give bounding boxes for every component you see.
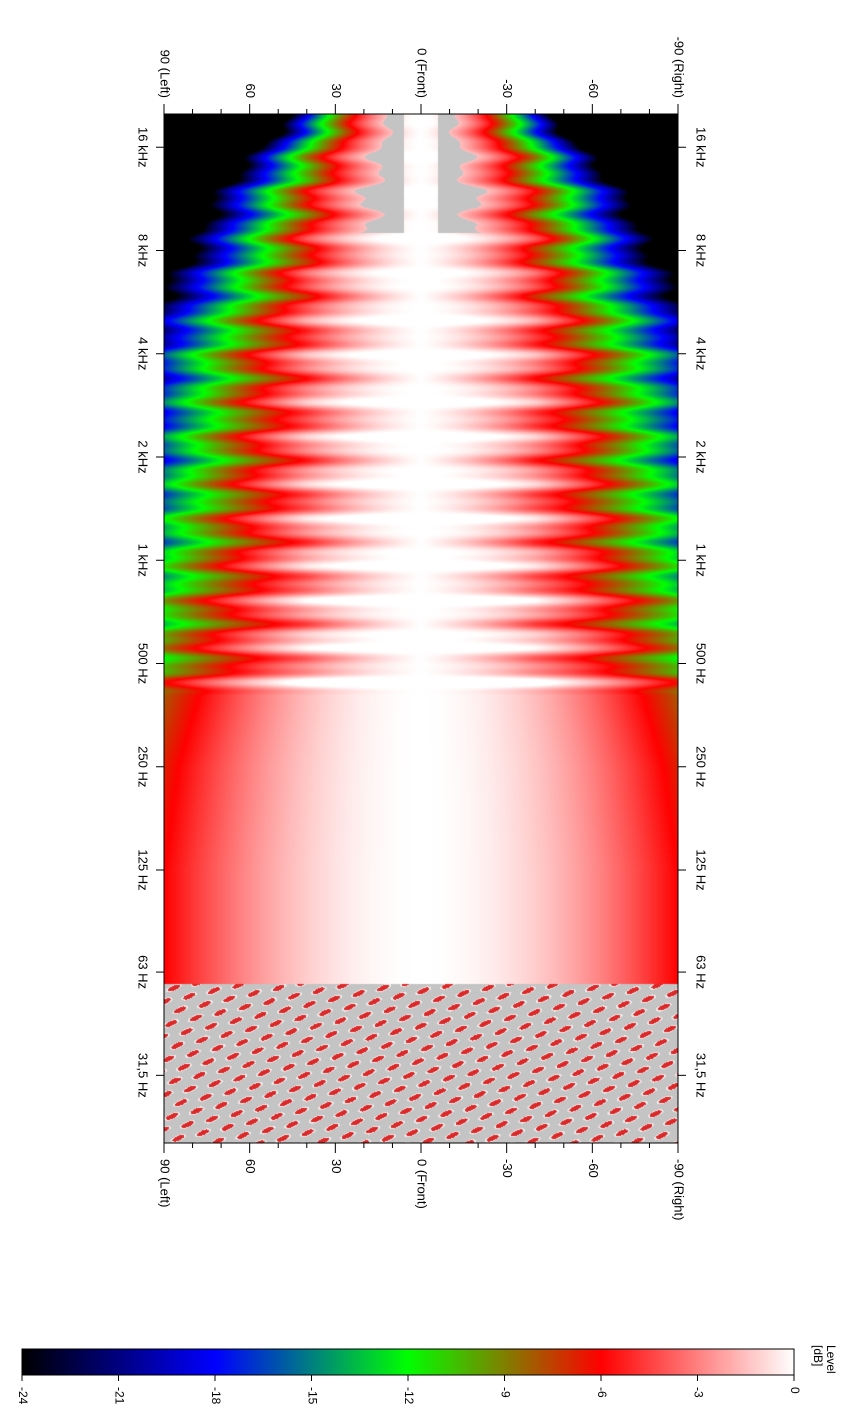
freq-tick-label: 4 kHz [694, 337, 709, 370]
freq-tick-label: 1 kHz [136, 544, 151, 577]
freq-tick-label: 500 Hz [136, 643, 151, 684]
colorbar-tick-label: -12 [402, 1387, 416, 1405]
freq-tick-label: 1 kHz [694, 544, 709, 577]
colorbar-tick-label: -21 [112, 1387, 126, 1405]
freq-tick-label: 250 Hz [694, 746, 709, 787]
freq-tick-label: 16 kHz [694, 127, 709, 167]
freq-tick-label: 31,5 Hz [136, 1053, 151, 1098]
freq-tick-label: 125 Hz [694, 849, 709, 890]
angle-tick-label: 90 (Left) [158, 1159, 173, 1207]
colorbar: 0 -3 -6 -9 -12 -15 -18 -21 -24 Level[dB] [16, 1345, 838, 1405]
angle-tick-label: 90 (Left) [158, 50, 173, 98]
colorbar-tick-label: -18 [209, 1387, 223, 1405]
freq-tick-label: 2 kHz [694, 440, 709, 473]
angle-tick-label: 30 [329, 84, 344, 98]
freq-tick-label: 2 kHz [136, 440, 151, 473]
angle-tick-label: -30 [500, 79, 515, 98]
angle-tick-label: 30 [329, 1159, 344, 1173]
freq-tick-label: 31,5 Hz [694, 1053, 709, 1098]
colorbar-tick-label: -24 [16, 1387, 30, 1405]
angle-tick-label: -90 (Right) [672, 1159, 687, 1220]
angle-tick-label: 0 (Front) [415, 1159, 430, 1209]
colorbar-gradient [21, 1348, 795, 1376]
freq-tick-label: 63 Hz [694, 955, 709, 989]
angle-axis-left: 90 (Left) 60 30 0 (Front) -30 -60 -90 (Right) [158, 37, 687, 114]
angle-tick-label: 60 [243, 1159, 258, 1173]
angle-tick-label: -90 (Right) [672, 37, 687, 98]
angle-tick-label: 60 [243, 84, 258, 98]
freq-tick-label: 8 kHz [694, 234, 709, 267]
freq-tick-label: 8 kHz [136, 234, 151, 267]
frequency-axis-bottom: 16 kHz 8 kHz 4 kHz 2 kHz 1 kHz 500 Hz 250 Hz 12… [678, 127, 709, 1098]
colorbar-label: Level [824, 1345, 838, 1374]
freq-tick-label: 500 Hz [694, 643, 709, 684]
colorbar-tick-label: -15 [305, 1387, 319, 1405]
freq-tick-label: 4 kHz [136, 337, 151, 370]
frequency-axis-top: 16 kHz 8 kHz 4 kHz 2 kHz 1 kHz 500 Hz 250 Hz 12… [136, 127, 164, 1098]
colorbar-tick-label: 0 [788, 1387, 802, 1394]
angle-tick-label: -60 [586, 79, 601, 98]
colorbar-label: [dB] [811, 1345, 825, 1366]
angle-tick-label: 0 (Front) [415, 48, 430, 98]
colorbar-tick-label: -3 [691, 1387, 705, 1398]
colorbar-tick-label: -6 [595, 1387, 609, 1398]
angle-axis-right: 90 (Left) 60 30 0 (Front) -30 -60 -90 (Right) [158, 1143, 687, 1220]
colorbar-tick-label: -9 [498, 1387, 512, 1398]
heatmap-image [164, 114, 678, 1143]
freq-tick-label: 16 kHz [136, 127, 151, 167]
freq-tick-label: 63 Hz [136, 955, 151, 989]
freq-tick-label: 250 Hz [136, 746, 151, 787]
angle-tick-label: -60 [586, 1159, 601, 1178]
freq-tick-label: 125 Hz [136, 849, 151, 890]
angle-tick-label: -30 [500, 1159, 515, 1178]
